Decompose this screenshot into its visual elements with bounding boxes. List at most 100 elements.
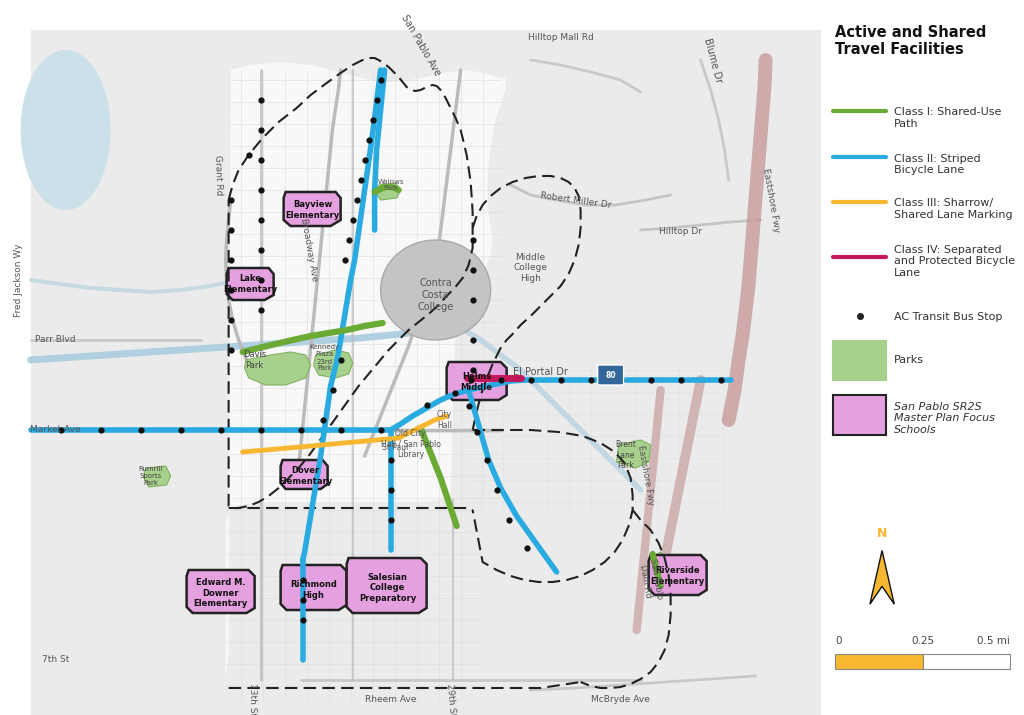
Text: Class II: Striped
Bicycle Lane: Class II: Striped Bicycle Lane (894, 154, 981, 175)
Point (253, 275, 269, 286)
Point (222, 315, 239, 326)
Point (293, 424, 309, 435)
Text: AC Transit Bus Stop: AC Transit Bus Stop (894, 312, 1002, 322)
Point (253, 424, 269, 435)
Polygon shape (376, 183, 400, 200)
Polygon shape (870, 551, 894, 604)
Ellipse shape (20, 50, 111, 210)
Point (642, 374, 658, 385)
Text: Market Ave: Market Ave (31, 425, 81, 435)
Polygon shape (245, 352, 310, 385)
Point (465, 364, 481, 375)
Point (468, 426, 484, 438)
Polygon shape (446, 362, 507, 400)
Polygon shape (313, 350, 352, 378)
Point (352, 174, 369, 186)
Point (673, 374, 689, 385)
Point (253, 184, 269, 196)
Text: Hilltop Dr: Hilltop Dr (659, 227, 702, 237)
Point (52, 424, 69, 435)
Point (222, 285, 239, 296)
Point (373, 424, 389, 435)
Polygon shape (281, 565, 346, 610)
Text: Class I: Shared-Use
Path: Class I: Shared-Use Path (894, 107, 1001, 129)
Point (253, 124, 269, 136)
Point (212, 424, 228, 435)
Text: Parr Blvd: Parr Blvd (35, 335, 76, 345)
Ellipse shape (381, 240, 490, 340)
Point (222, 194, 239, 206)
Text: Brent
Lane
Park: Brent Lane Park (615, 440, 636, 470)
Point (488, 484, 505, 495)
Text: 80: 80 (605, 370, 616, 380)
Polygon shape (225, 62, 506, 680)
Text: Fred Jackson Wy: Fred Jackson Wy (14, 243, 24, 317)
Point (369, 94, 385, 106)
Text: Active and Shared
Travel Facilities: Active and Shared Travel Facilities (836, 25, 987, 57)
Text: Contra
Costa
College: Contra Costa College (418, 278, 454, 312)
Text: 0.25: 0.25 (911, 636, 934, 646)
Point (222, 255, 239, 266)
Polygon shape (346, 558, 427, 613)
Point (241, 149, 257, 161)
Text: Richmond
High: Richmond High (290, 581, 337, 600)
Point (333, 354, 349, 365)
Text: Davis
Park: Davis Park (243, 350, 266, 370)
Polygon shape (143, 466, 171, 487)
Point (465, 265, 481, 276)
Point (253, 245, 269, 256)
Point (465, 235, 481, 246)
Text: San Pablo
Dam Rd: San Pablo Dam Rd (638, 558, 664, 602)
Polygon shape (648, 555, 707, 595)
Text: Bayview
Elementary: Bayview Elementary (286, 200, 340, 220)
Text: Robert Miller Dr: Robert Miller Dr (540, 191, 611, 209)
Text: Rheem Ave: Rheem Ave (365, 696, 417, 704)
Point (612, 374, 629, 385)
Point (253, 154, 269, 166)
Point (314, 414, 331, 425)
Text: 29th St: 29th St (444, 683, 457, 715)
Point (325, 384, 341, 395)
Point (365, 114, 381, 126)
Point (552, 374, 568, 385)
Polygon shape (31, 30, 820, 715)
Point (583, 374, 599, 385)
Point (382, 514, 398, 526)
Bar (923, 654, 1010, 669)
Point (501, 514, 517, 526)
Point (340, 235, 356, 246)
Polygon shape (647, 552, 666, 582)
Point (382, 454, 398, 465)
Point (348, 194, 365, 206)
Point (518, 542, 535, 553)
Text: McBryde Ave: McBryde Ave (591, 696, 650, 704)
Point (222, 345, 239, 356)
Bar (834, 341, 886, 380)
Polygon shape (186, 570, 255, 613)
Text: San Pablo SR2S
Master Plan Focus
Schools: San Pablo SR2S Master Plan Focus Schools (894, 402, 995, 435)
Point (253, 214, 269, 226)
Text: 13th St: 13th St (248, 684, 257, 715)
Text: Hilltop Mall Rd: Hilltop Mall Rd (527, 34, 594, 42)
Point (419, 399, 435, 410)
Text: Kennedy
Plaza
23rd
Park: Kennedy Plaza 23rd Park (309, 345, 340, 372)
FancyBboxPatch shape (598, 365, 624, 385)
Text: Class III: Sharrow/
Shared Lane Marking: Class III: Sharrow/ Shared Lane Marking (894, 198, 1013, 220)
Point (222, 225, 239, 236)
Text: City
Hall: City Hall (437, 410, 453, 430)
Point (132, 424, 148, 435)
Text: Class IV: Separated
and Protected Bicycle
Lane: Class IV: Separated and Protected Bicycl… (894, 245, 1016, 277)
Text: San Pablo Ave: San Pablo Ave (399, 13, 442, 77)
Text: Old City
Hall / San Pablo
Library: Old City Hall / San Pablo Library (381, 429, 440, 459)
Point (172, 424, 188, 435)
Point (92, 424, 109, 435)
Text: Wainws
Park: Wainws Park (378, 179, 403, 192)
Text: Edward M.
Downer
Elementary: Edward M. Downer Elementary (194, 578, 248, 608)
Polygon shape (284, 192, 341, 226)
Point (382, 484, 398, 495)
Text: Dover
Elementary: Dover Elementary (279, 466, 333, 485)
Text: Blume Dr: Blume Dr (701, 36, 723, 84)
Text: Broadway Ave: Broadway Ave (299, 217, 318, 282)
Point (295, 574, 311, 586)
Point (344, 214, 360, 226)
